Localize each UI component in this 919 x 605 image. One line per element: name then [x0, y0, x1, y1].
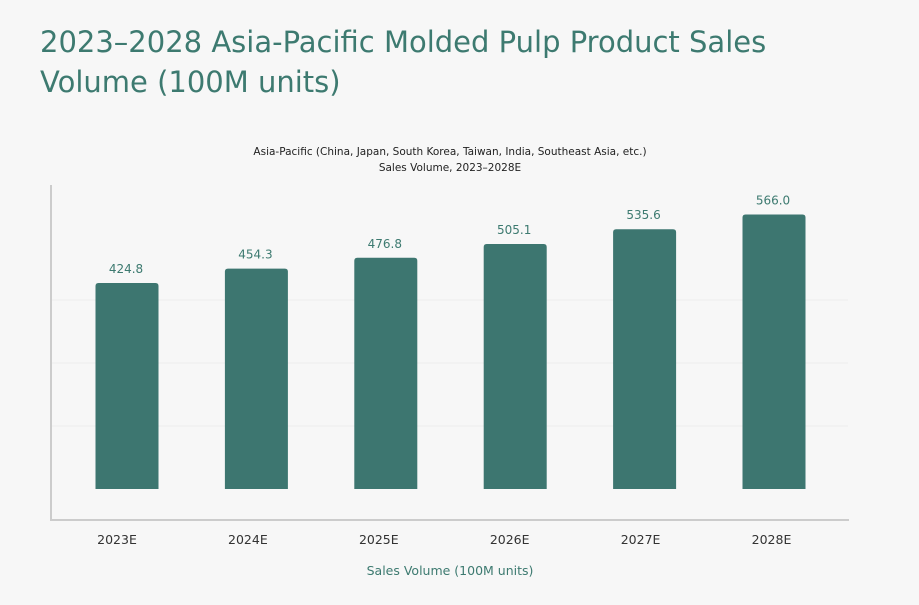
- page-title: 2023–2028 Asia-Pacific Molded Pulp Produ…: [40, 25, 767, 99]
- chart-title: Asia-Pacific (China, Japan, South Korea,…: [253, 146, 646, 158]
- x-tick-label: 2027E: [621, 532, 661, 547]
- x-tick-label: 2025E: [359, 532, 399, 547]
- chart-subtitle: Sales Volume, 2023–2028E: [379, 162, 521, 174]
- bar: [95, 282, 159, 489]
- data-label: 454.3: [238, 248, 272, 262]
- data-label: 505.1: [497, 223, 531, 237]
- x-tick-label: 2026E: [490, 532, 530, 547]
- data-label: 566.0: [756, 193, 790, 207]
- bar: [483, 244, 547, 489]
- x-tick-label: 2023E: [97, 532, 137, 547]
- bar: [613, 229, 677, 489]
- bar: [742, 214, 806, 490]
- bar: [224, 268, 288, 489]
- x-tick-label: 2024E: [228, 532, 268, 547]
- data-label: 424.8: [109, 262, 143, 276]
- x-axis-label: Sales Volume (100M units): [367, 563, 534, 578]
- bar: [354, 257, 418, 489]
- x-tick-label: 2028E: [752, 532, 792, 547]
- data-label: 476.8: [368, 237, 402, 251]
- data-label: 535.6: [626, 208, 660, 222]
